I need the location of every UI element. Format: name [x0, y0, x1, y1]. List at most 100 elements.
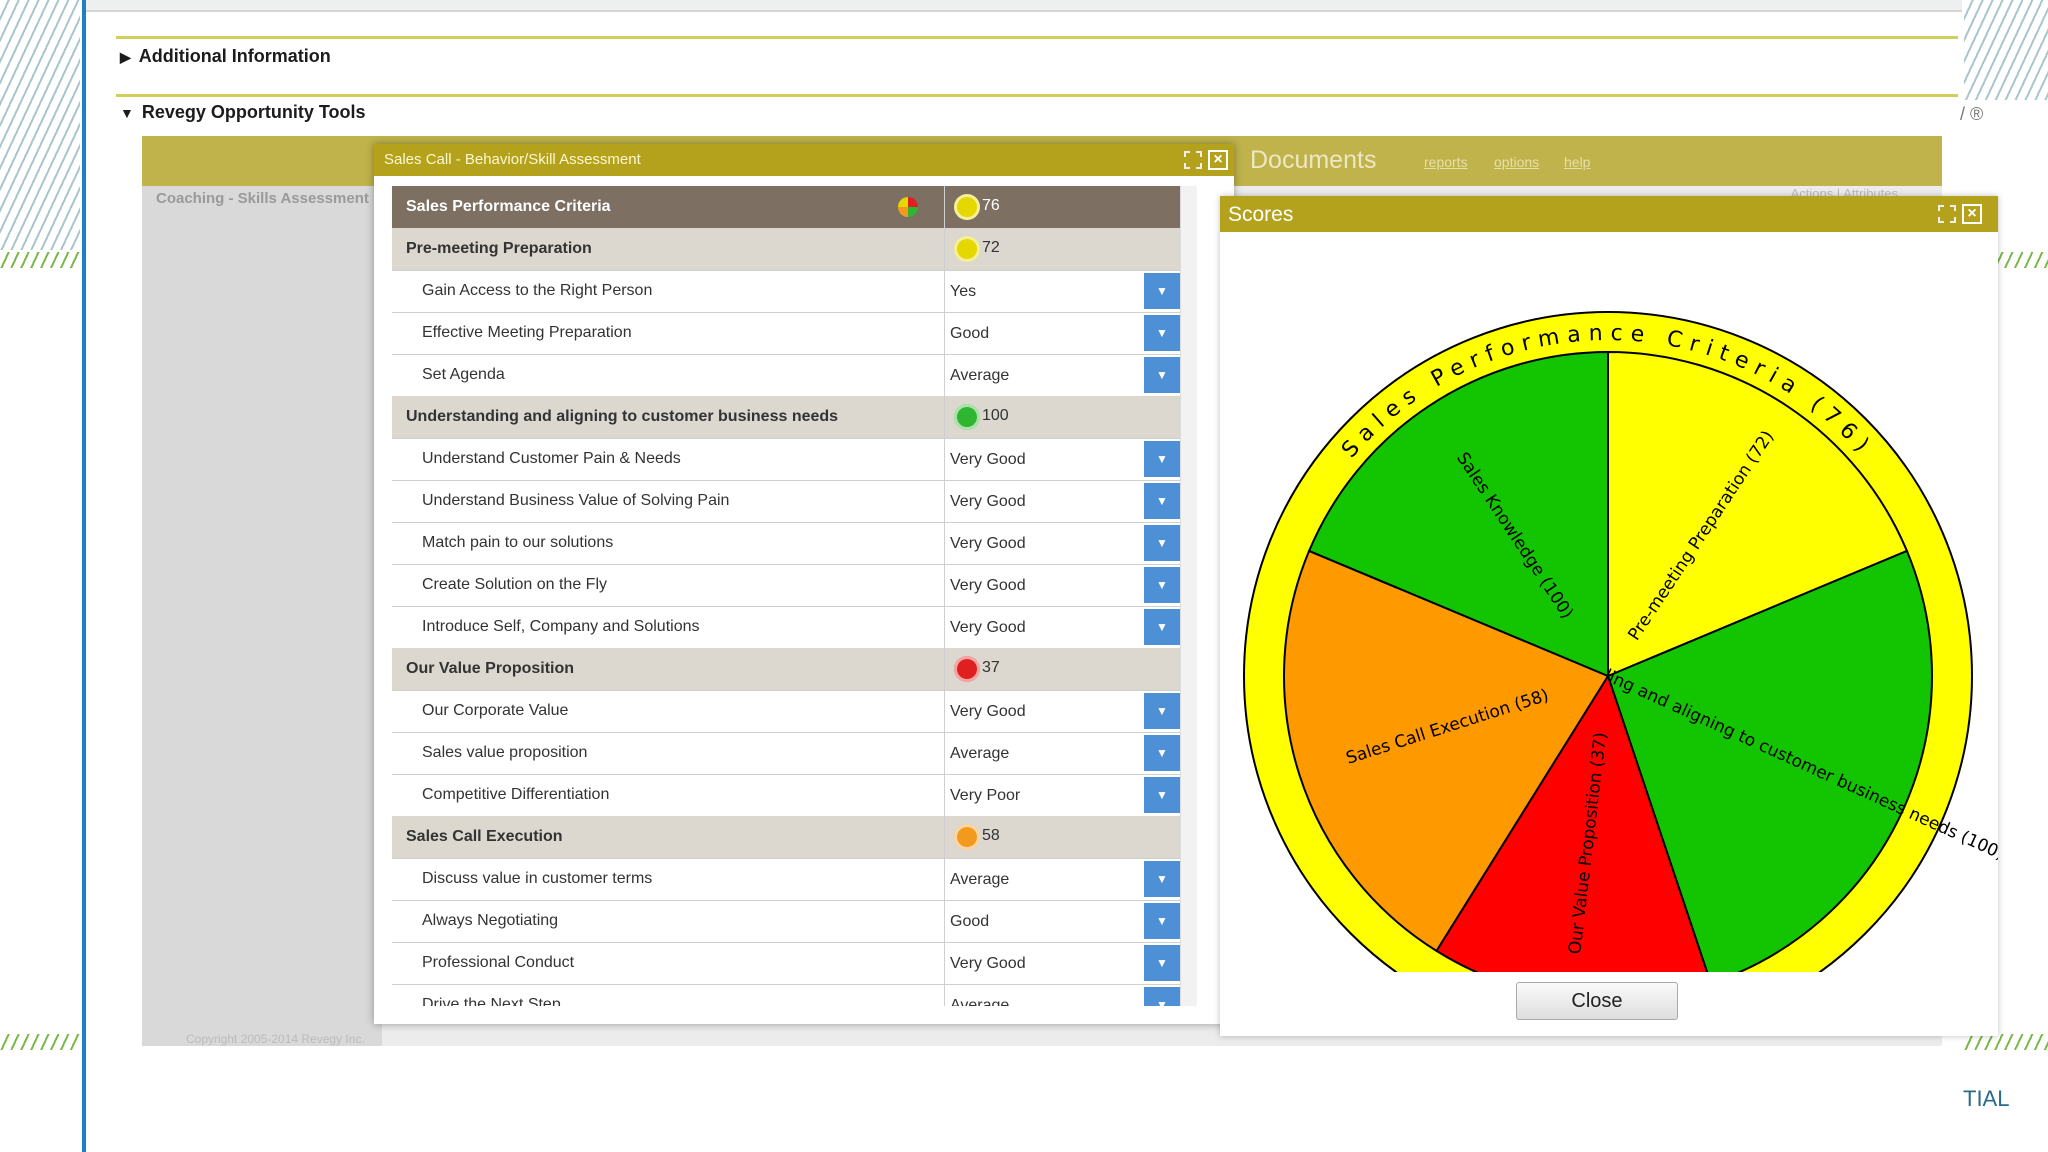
dropdown-arrow-icon[interactable]: ▼	[1144, 693, 1180, 729]
assessment-dialog: Sales Call - Behavior/Skill Assessment ×…	[374, 144, 1234, 1024]
collapse-arrow-icon: ▼	[120, 105, 134, 121]
dropdown-arrow-icon[interactable]: ▼	[1144, 441, 1180, 477]
category-score: 72	[982, 239, 1000, 256]
close-icon[interactable]: ×	[1962, 204, 1982, 224]
dropdown-arrow-icon[interactable]: ▼	[1144, 987, 1180, 1006]
criteria-row[interactable]: Effective Meeting Preparation Good ▼	[392, 312, 1180, 355]
value-cell	[944, 858, 1180, 900]
criteria-row[interactable]: Create Solution on the Fly Very Good ▼	[392, 564, 1180, 607]
decorative-hatch	[0, 1034, 80, 1050]
footer-text: TIAL	[1963, 1086, 2010, 1111]
page-left-border	[82, 0, 86, 1152]
value-cell	[944, 396, 1180, 438]
rating-select[interactable]: Very Good	[950, 451, 1026, 468]
rating-select[interactable]: Yes	[950, 283, 977, 300]
dialog-titlebar[interactable]: Sales Call - Behavior/Skill Assessment ×	[374, 144, 1234, 176]
rating-select[interactable]: Average	[950, 367, 1010, 384]
options-link[interactable]: options	[1494, 154, 1540, 170]
criteria-grid: Sales Performance Criteria 76 Pre-meeting …	[392, 186, 1180, 1006]
decorative-hatch	[1964, 1034, 2048, 1050]
criteria-row[interactable]: Competitive Differentiation Very Poor ▼	[392, 774, 1180, 817]
value-cell	[944, 186, 1180, 228]
rating-select[interactable]: Very Good	[950, 703, 1026, 720]
rating-select[interactable]: Average	[950, 871, 1010, 888]
value-cell	[944, 354, 1180, 396]
rating-select[interactable]: Very Good	[950, 493, 1026, 510]
maximize-icon[interactable]	[1184, 151, 1202, 169]
criteria-label: Set Agenda	[422, 366, 505, 383]
category-row: Pre-meeting Preparation 72	[392, 228, 1180, 271]
rating-select[interactable]: Very Good	[950, 619, 1026, 636]
rating-select[interactable]: Very Good	[950, 955, 1026, 972]
rating-select[interactable]: Average	[950, 997, 1010, 1006]
rating-select[interactable]: Very Poor	[950, 787, 1021, 804]
status-legend-icon[interactable]	[898, 197, 918, 217]
maximize-icon[interactable]	[1938, 205, 1956, 223]
rating-select[interactable]: Very Good	[950, 577, 1026, 594]
value-cell	[944, 270, 1180, 312]
dropdown-arrow-icon[interactable]: ▼	[1144, 525, 1180, 561]
criteria-row[interactable]: Understand Customer Pain & Needs Very Goo…	[392, 438, 1180, 481]
close-icon[interactable]: ×	[1208, 150, 1228, 170]
value-cell	[944, 564, 1180, 606]
close-button[interactable]: Close	[1516, 982, 1678, 1020]
score-status-icon	[954, 656, 980, 682]
rating-select[interactable]: Good	[950, 325, 990, 342]
criteria-label: Drive the Next Step	[422, 996, 561, 1006]
value-cell	[944, 690, 1180, 732]
dropdown-arrow-icon[interactable]: ▼	[1144, 945, 1180, 981]
value-cell	[944, 900, 1180, 942]
rating-select[interactable]: Very Good	[950, 535, 1026, 552]
criteria-row[interactable]: Gain Access to the Right Person Yes ▼	[392, 270, 1180, 313]
criteria-row[interactable]: Sales value proposition Average ▼	[392, 732, 1180, 775]
value-cell	[944, 648, 1180, 690]
dropdown-arrow-icon[interactable]: ▼	[1144, 777, 1180, 813]
criteria-row[interactable]: Drive the Next Step Average ▼	[392, 984, 1180, 1006]
help-icon[interactable]: / ®	[1960, 104, 1984, 124]
dropdown-arrow-icon[interactable]: ▼	[1144, 609, 1180, 645]
criteria-row[interactable]: Always Negotiating Good ▼	[392, 900, 1180, 943]
dropdown-arrow-icon[interactable]: ▼	[1144, 273, 1180, 309]
dropdown-arrow-icon[interactable]: ▼	[1144, 861, 1180, 897]
criteria-label: Competitive Differentiation	[422, 786, 610, 803]
criteria-label: Discuss value in customer terms	[422, 870, 653, 887]
criteria-row[interactable]: Professional Conduct Very Good ▼	[392, 942, 1180, 985]
rating-select[interactable]: Good	[950, 913, 990, 930]
help-link[interactable]: help	[1564, 154, 1591, 170]
criteria-row[interactable]: Introduce Self, Company and Solutions Ver…	[392, 606, 1180, 649]
dropdown-arrow-icon[interactable]: ▼	[1144, 315, 1180, 351]
scores-dialog: Scores × Pre-meeting Preparation (72) Und…	[1220, 196, 1998, 1036]
dialog-title: Sales Call - Behavior/Skill Assessment	[384, 151, 641, 168]
dropdown-arrow-icon[interactable]: ▼	[1144, 903, 1180, 939]
criteria-row[interactable]: Our Corporate Value Very Good ▼	[392, 690, 1180, 733]
dropdown-arrow-icon[interactable]: ▼	[1144, 357, 1180, 393]
score-status-icon	[954, 236, 980, 262]
dropdown-arrow-icon[interactable]: ▼	[1144, 483, 1180, 519]
criteria-label: Professional Conduct	[422, 954, 575, 971]
pie-slice	[1307, 350, 1609, 678]
criteria-label: Understanding and aligning to customer b…	[406, 408, 839, 425]
value-cell	[944, 480, 1180, 522]
category-score: 58	[982, 827, 1000, 844]
criteria-row[interactable]: Match pain to our solutions Very Good ▼	[392, 522, 1180, 565]
criteria-row[interactable]: Understand Business Value of Solving Pai…	[392, 480, 1180, 523]
criteria-label: Always Negotiating	[422, 912, 559, 929]
value-cell	[944, 522, 1180, 564]
rating-select[interactable]: Average	[950, 745, 1010, 762]
scrollbar[interactable]	[1180, 186, 1197, 1006]
reports-link[interactable]: reports	[1424, 154, 1468, 170]
value-cell	[944, 816, 1180, 858]
scores-pie-chart: Pre-meeting Preparation (72)Understandin…	[1243, 311, 1998, 972]
criteria-row[interactable]: Discuss value in customer terms Average ▼	[392, 858, 1180, 901]
criteria-row[interactable]: Set Agenda Average ▼	[392, 354, 1180, 397]
decorative-hatch	[1964, 0, 2048, 100]
section-title: Revegy Opportunity Tools	[141, 102, 366, 122]
value-cell	[944, 438, 1180, 480]
dropdown-arrow-icon[interactable]: ▼	[1144, 735, 1180, 771]
dropdown-arrow-icon[interactable]: ▼	[1144, 567, 1180, 603]
scores-titlebar[interactable]: Scores ×	[1220, 196, 1998, 232]
section-additional-information[interactable]: ▶ Additional Information	[120, 46, 331, 67]
section-revegy-tools[interactable]: ▼ Revegy Opportunity Tools	[120, 102, 366, 123]
criteria-label: Sales value proposition	[422, 744, 588, 761]
scores-title: Scores	[1228, 203, 1294, 226]
